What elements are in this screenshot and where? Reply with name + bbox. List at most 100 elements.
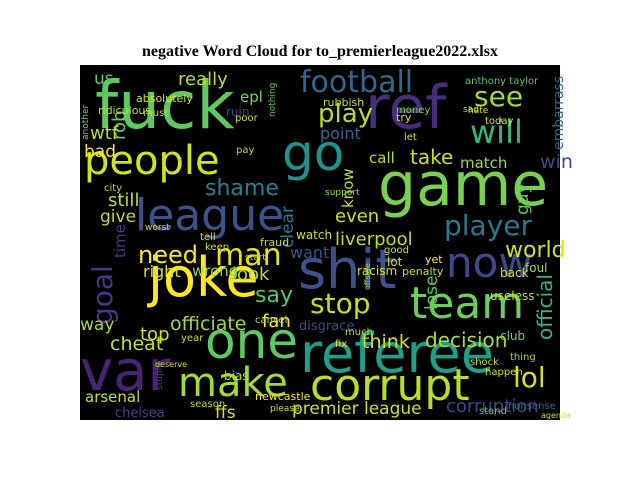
word: season (190, 399, 225, 410)
word: stop (310, 287, 370, 320)
word: happen (485, 367, 523, 378)
chart-title: negative Word Cloud for to_premierleague… (142, 43, 498, 60)
word: match (460, 154, 507, 172)
word: watch (296, 228, 332, 242)
word: way (80, 315, 114, 335)
word: call (369, 149, 395, 167)
word: var (80, 339, 171, 404)
word: useless (490, 289, 534, 303)
word: hate (468, 106, 489, 116)
word: clear (278, 206, 298, 248)
word: year (181, 333, 204, 344)
word: football (300, 65, 413, 100)
word: rob (109, 111, 130, 140)
word: fix (335, 339, 347, 350)
word: start (245, 253, 266, 263)
word: nonsense (508, 401, 556, 412)
word: deserve (155, 360, 187, 369)
word: lol (513, 361, 546, 394)
word: back (500, 266, 529, 280)
word: corruption (446, 396, 539, 417)
word: embarrass (551, 76, 567, 150)
word: corrupt (310, 360, 470, 411)
word: arsenal (85, 388, 140, 406)
word: cancel (255, 315, 287, 326)
word: stand (479, 406, 507, 417)
word: league (135, 190, 284, 241)
word: officiate (170, 313, 247, 335)
word: newcastle (255, 390, 311, 403)
word: try (396, 111, 412, 124)
word: even (335, 206, 379, 227)
word: give (100, 207, 136, 227)
word: shit (298, 238, 397, 301)
word: player (444, 209, 533, 242)
word: much (345, 327, 373, 338)
word: epl (240, 88, 263, 106)
word: disgrace (299, 319, 354, 334)
word: now (446, 238, 533, 287)
word: money (396, 105, 430, 116)
word: shock (470, 357, 499, 368)
word: one (205, 312, 298, 370)
word: shame (205, 176, 279, 201)
word: guy (513, 183, 533, 215)
word: bias (224, 369, 249, 383)
word: poor (235, 113, 259, 124)
word: fuck (95, 67, 235, 144)
word: chelsea (115, 406, 165, 421)
word: referee (300, 322, 494, 385)
word: point (320, 124, 361, 143)
cloud-background (80, 65, 560, 420)
word: win (540, 151, 573, 173)
word: say (255, 283, 293, 308)
word: penalty (402, 265, 444, 278)
word: lot (387, 255, 403, 269)
word: know (339, 168, 357, 208)
word: right (143, 262, 181, 281)
word: agenda (541, 411, 571, 420)
word: bad (84, 142, 116, 162)
word: pay (236, 145, 254, 156)
word: nothing (268, 83, 278, 117)
word: go (282, 124, 344, 182)
word: foul (525, 261, 548, 275)
word: official (533, 274, 557, 340)
word: premier league (292, 399, 422, 419)
word: take (410, 145, 453, 169)
word: another (81, 105, 91, 140)
word: city (104, 183, 122, 194)
word: must (143, 108, 168, 119)
word: anthony taylor (465, 76, 539, 87)
word: see (474, 80, 523, 113)
word: worst (145, 223, 170, 233)
word: lose (422, 276, 442, 310)
word: really (178, 69, 228, 90)
word: stupid (155, 362, 165, 390)
word: support (325, 188, 360, 198)
word: time (111, 224, 129, 258)
word: want (290, 243, 329, 262)
word: wtf (90, 123, 119, 144)
word: ruin (226, 105, 249, 119)
word: need (138, 241, 198, 269)
word: sad (463, 105, 479, 115)
word: will (470, 113, 523, 151)
word: team (410, 278, 524, 329)
word: offside (363, 263, 372, 290)
word: ref (365, 73, 448, 143)
word: us (94, 69, 114, 89)
word: think (362, 331, 410, 353)
word: goal (86, 265, 119, 325)
word: thing (510, 352, 536, 363)
word: absolutely (136, 92, 193, 105)
word: club (500, 329, 525, 343)
word: today (485, 116, 514, 127)
word: racism (357, 264, 397, 278)
word: please (270, 404, 300, 414)
word: cheat (110, 333, 163, 355)
word: ridiculous (98, 104, 151, 117)
word: play (318, 99, 373, 129)
